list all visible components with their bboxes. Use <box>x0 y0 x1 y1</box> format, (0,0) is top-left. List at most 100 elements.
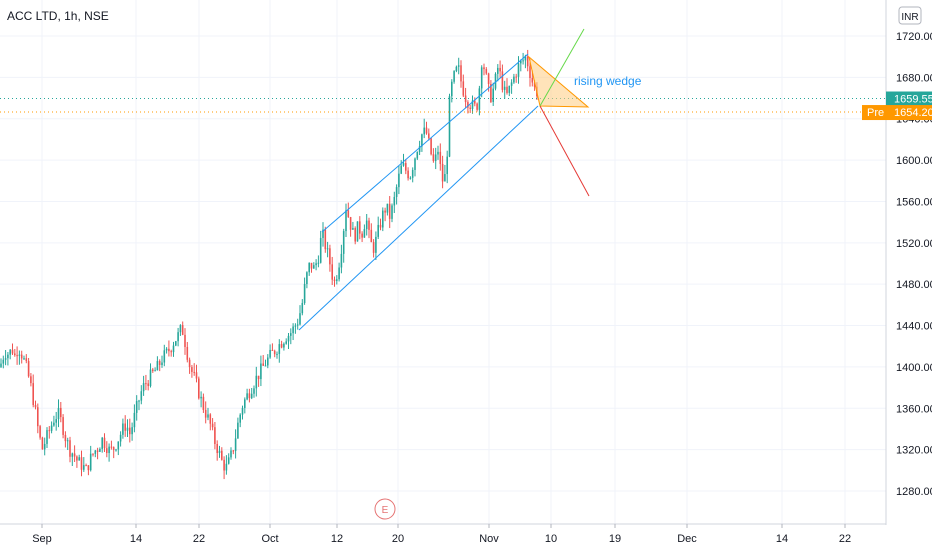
candle-body <box>204 409 207 418</box>
price-axis-ticks: 1280.00 1320.00 1360.00 1400.00 1440.00 1480.… <box>896 31 932 498</box>
candle-body <box>202 396 205 410</box>
candle-body <box>338 267 340 280</box>
candle-body <box>46 430 48 444</box>
candle-body <box>290 333 292 336</box>
price-axis[interactable] <box>886 0 932 525</box>
candle-body <box>317 262 320 264</box>
price-tick-label: 1680.00 <box>896 72 932 84</box>
candle-body <box>246 393 248 400</box>
candle-body <box>276 353 278 355</box>
candle-body <box>356 221 359 242</box>
candle-body <box>165 348 168 351</box>
candle-body <box>264 365 267 367</box>
candle-body <box>131 427 133 435</box>
candle-body <box>179 325 182 333</box>
candle-body <box>16 355 18 357</box>
candle-body <box>32 383 34 406</box>
candle-body <box>464 95 467 103</box>
candle-body <box>43 443 46 450</box>
candle-body <box>501 71 504 90</box>
candle-body <box>365 220 368 230</box>
candle-body <box>386 203 389 213</box>
time-tick-label: 22 <box>193 533 205 545</box>
candle-body <box>122 423 124 435</box>
candle-body <box>271 349 274 351</box>
candle-body <box>193 371 195 373</box>
time-tick-label: 14 <box>130 533 142 545</box>
candle-body <box>232 450 235 452</box>
candle-body <box>2 359 5 364</box>
candle-body <box>306 272 308 285</box>
candle-body <box>301 302 304 314</box>
time-axis-ticks[interactable]: Sep 14 22 Oct 12 20 Nov 10 19 Dec 14 22 <box>32 524 851 545</box>
candle-body <box>393 196 396 206</box>
pre-price-value: 1654.20 <box>894 107 932 119</box>
time-tick-label: Oct <box>261 533 278 545</box>
candle-body <box>437 151 439 155</box>
rising-channel[interactable] <box>298 53 539 331</box>
candle-body <box>30 376 32 384</box>
channel-upper-line[interactable] <box>321 53 529 233</box>
candle-body <box>253 388 255 394</box>
earnings-marker[interactable]: E <box>374 498 396 520</box>
candle-body <box>303 284 306 303</box>
candle-body <box>237 422 239 439</box>
candle-body <box>66 440 69 442</box>
candle-body <box>421 134 423 147</box>
rising-wedge-triangle[interactable] <box>528 55 590 108</box>
last-price-value: 1659.55 <box>894 94 932 106</box>
candle-body <box>423 127 425 135</box>
currency-button-label: INR <box>901 12 918 23</box>
candle-body <box>382 210 384 228</box>
candle-body <box>310 262 313 269</box>
candle-body <box>280 344 283 348</box>
annotation-rising-wedge[interactable]: rising wedge <box>574 74 642 88</box>
candle-body <box>402 163 405 166</box>
candle-body <box>11 349 14 354</box>
candle-body <box>446 156 448 175</box>
candle-body <box>273 350 276 355</box>
candle-body <box>384 210 386 213</box>
wedge-arrow-down[interactable] <box>539 105 590 197</box>
candle-body <box>191 367 193 372</box>
time-tick-label: 12 <box>331 533 343 545</box>
candle-body <box>152 369 154 372</box>
candle-body <box>476 103 478 110</box>
candle-body <box>55 419 57 423</box>
candle-body <box>359 221 361 234</box>
candle-body <box>375 236 377 253</box>
candle-body <box>69 440 71 457</box>
candle-body <box>483 67 485 70</box>
wedge-arrow-up[interactable] <box>539 28 585 107</box>
candle-body <box>57 407 60 420</box>
candle-body <box>214 427 216 445</box>
candle-body <box>14 353 16 356</box>
candle-body <box>257 375 260 380</box>
candle-body <box>106 448 108 454</box>
candle-body <box>115 449 117 451</box>
candle-body <box>294 325 297 327</box>
candle-body <box>25 358 28 362</box>
candle-body <box>85 465 87 467</box>
candle-body <box>163 350 166 363</box>
channel-lower-line[interactable] <box>298 105 539 331</box>
candle-body <box>439 151 442 164</box>
candle-body <box>198 378 200 399</box>
currency-button[interactable]: INR <box>898 6 922 25</box>
candle-body <box>9 349 11 355</box>
candle-body <box>354 228 356 242</box>
candle-body <box>244 399 246 408</box>
candle-body <box>89 453 92 471</box>
candle-body <box>218 450 221 454</box>
candle-body <box>487 73 490 84</box>
candle-body <box>283 343 285 348</box>
candle-body <box>485 69 488 74</box>
chart-title: ACC LTD, 1h, NSE <box>7 9 109 23</box>
candle-body <box>140 391 143 401</box>
candle-body <box>200 396 202 399</box>
candle-body <box>441 163 444 182</box>
candle-body <box>460 65 462 82</box>
candle-body <box>492 88 494 102</box>
